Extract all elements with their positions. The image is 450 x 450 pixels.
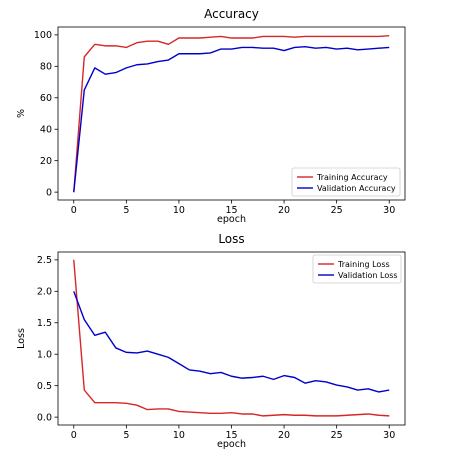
y-tick-label: 0 [46, 187, 52, 198]
x-tick-label: 15 [225, 430, 237, 441]
legend-entry: Training Loss [337, 260, 390, 269]
legend-box [291, 167, 401, 197]
legend: Training Loss Validation Loss [312, 254, 402, 284]
series-line-validation-accuracy [73, 45, 390, 193]
y-tick-label: 0.5 [37, 381, 52, 392]
chart-title: Accuracy [204, 7, 259, 21]
legend: Training Accuracy Validation Accuracy [291, 167, 401, 197]
x-tick-label: 5 [123, 205, 129, 216]
y-tick-label: 40 [40, 125, 52, 136]
x-axis-label: epoch [217, 214, 246, 225]
x-tick-label: 15 [225, 205, 237, 216]
y-tick-label: 0.0 [37, 412, 52, 423]
legend-entry: Training Accuracy [316, 173, 388, 182]
series-line-validation-loss [73, 291, 390, 393]
x-axis-label: epoch [217, 439, 246, 450]
x-tick-label: 5 [123, 430, 129, 441]
y-axis-label: Loss [16, 328, 27, 349]
x-tick-label: 25 [331, 205, 343, 216]
y-tick-label: 1.0 [37, 350, 52, 361]
y-tick-label: 1.5 [37, 318, 52, 329]
legend-entry: Validation Accuracy [317, 184, 396, 193]
x-tick-label: 20 [278, 205, 290, 216]
series-line-training-loss [73, 259, 390, 417]
x-tick-label: 20 [278, 430, 290, 441]
x-tick-label: 0 [71, 430, 77, 441]
x-tick-label: 10 [173, 205, 185, 216]
chart-accuracy: Accuracy 0 5 10 15 20 25 30 0 20 40 60 80 100 epoch% Tr… [16, 7, 406, 225]
y-tick-label: 2.5 [37, 255, 52, 266]
chart-loss: Loss 0 5 10 15 20 25 30 0.0 0.5 1.0 1.5 2.0 2.5 epoch L… [16, 232, 406, 450]
y-axis-label: % [16, 109, 27, 118]
legend-entry: Validation Loss [338, 271, 398, 280]
x-tick-label: 10 [173, 430, 185, 441]
x-tick-label: 25 [331, 430, 343, 441]
y-tick-label: 20 [40, 156, 52, 167]
y-tick-label: 80 [40, 62, 52, 73]
x-tick-label: 30 [383, 205, 395, 216]
x-tick-label: 30 [383, 430, 395, 441]
y-tick-label: 100 [34, 30, 52, 41]
chart-title: Loss [218, 232, 244, 246]
x-tick-label: 0 [71, 205, 77, 216]
legend-box [312, 254, 402, 284]
series-line-training-accuracy [73, 34, 390, 193]
y-tick-label: 60 [40, 93, 52, 104]
y-tick-label: 2.0 [37, 287, 52, 298]
